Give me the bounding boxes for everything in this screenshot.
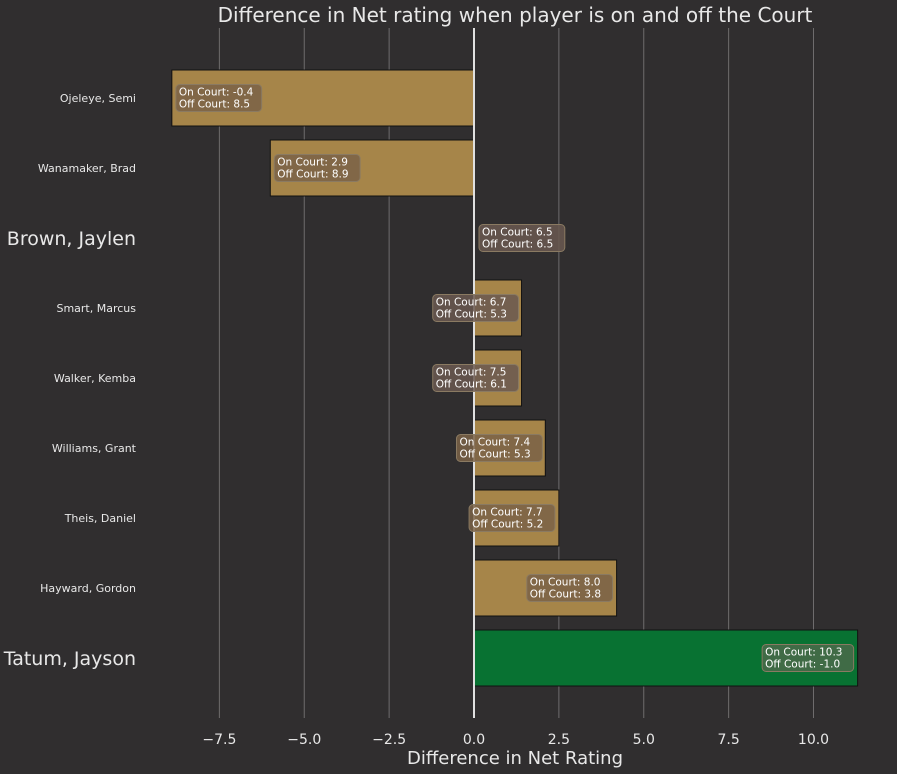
x-tick-label: −5.0 xyxy=(287,732,321,748)
annotation-text: Off Court: 8.9 xyxy=(277,169,348,181)
x-axis-label: Difference in Net Rating xyxy=(407,748,623,769)
annotation-text: Off Court: 6.5 xyxy=(482,239,553,251)
annotation-text: On Court: 2.9 xyxy=(277,157,348,169)
annotation-box xyxy=(432,294,520,322)
annotation-box xyxy=(432,364,520,392)
bar xyxy=(171,69,475,127)
x-tick-label: 5.0 xyxy=(633,732,655,748)
annotation-box xyxy=(468,504,556,532)
annotation-text: On Court: 7.7 xyxy=(472,507,543,519)
annotation-text: Off Court: 8.5 xyxy=(179,99,250,111)
annotation-text: On Court: 6.7 xyxy=(436,297,507,309)
category-label: Theis, Daniel xyxy=(64,512,136,525)
x-tick-label: 2.5 xyxy=(548,732,570,748)
bar-layer xyxy=(171,69,859,687)
x-tick-layer: −7.5 −5.0 −2.5 0.0 2.5 5.0 7.5 10.0 xyxy=(202,732,829,748)
category-label: Walker, Kemba xyxy=(54,372,136,385)
annotation-box xyxy=(526,574,614,602)
annotation-text: On Court: 8.0 xyxy=(530,577,601,589)
annotation-box xyxy=(273,154,361,182)
annotation-box xyxy=(175,84,263,112)
category-label: Hayward, Gordon xyxy=(40,582,136,595)
chart-title: Difference in Net rating when player is … xyxy=(218,3,813,27)
annotation-text: On Court: 6.5 xyxy=(482,227,553,239)
category-label: Smart, Marcus xyxy=(56,302,136,315)
annotation-text: Off Court: 5.3 xyxy=(436,309,507,321)
annotation-text: On Court: -0.4 xyxy=(179,87,254,99)
annotation-box xyxy=(455,434,543,462)
category-label-layer: Ojeleye, Semi Wanamaker, Brad Brown, Jayle… xyxy=(3,92,137,670)
annotation-text: On Court: 10.3 xyxy=(765,647,842,659)
x-tick-label: −7.5 xyxy=(202,732,236,748)
x-tick-label: 10.0 xyxy=(798,732,829,748)
annotation-text: On Court: 7.4 xyxy=(459,437,530,449)
annotation-box xyxy=(761,644,855,672)
annotation-text: Off Court: 5.3 xyxy=(459,449,530,461)
x-tick-label: −2.5 xyxy=(372,732,406,748)
annotation-text: On Court: 7.5 xyxy=(436,367,507,379)
category-label: Wanamaker, Brad xyxy=(38,162,136,175)
x-tick-label: 0.0 xyxy=(463,732,485,748)
annotation-text: Off Court: 6.1 xyxy=(436,379,507,391)
category-label: Brown, Jaylen xyxy=(7,228,136,250)
annotation-box xyxy=(478,224,566,252)
category-label: Tatum, Jayson xyxy=(3,648,136,670)
category-label: Ojeleye, Semi xyxy=(60,92,136,105)
annotation-text: Off Court: 5.2 xyxy=(472,519,543,531)
category-label: Williams, Grant xyxy=(52,442,137,455)
annotation-text: Off Court: 3.8 xyxy=(530,589,601,601)
annotation-text: Off Court: -1.0 xyxy=(765,659,840,671)
x-tick-label: 7.5 xyxy=(717,732,739,748)
